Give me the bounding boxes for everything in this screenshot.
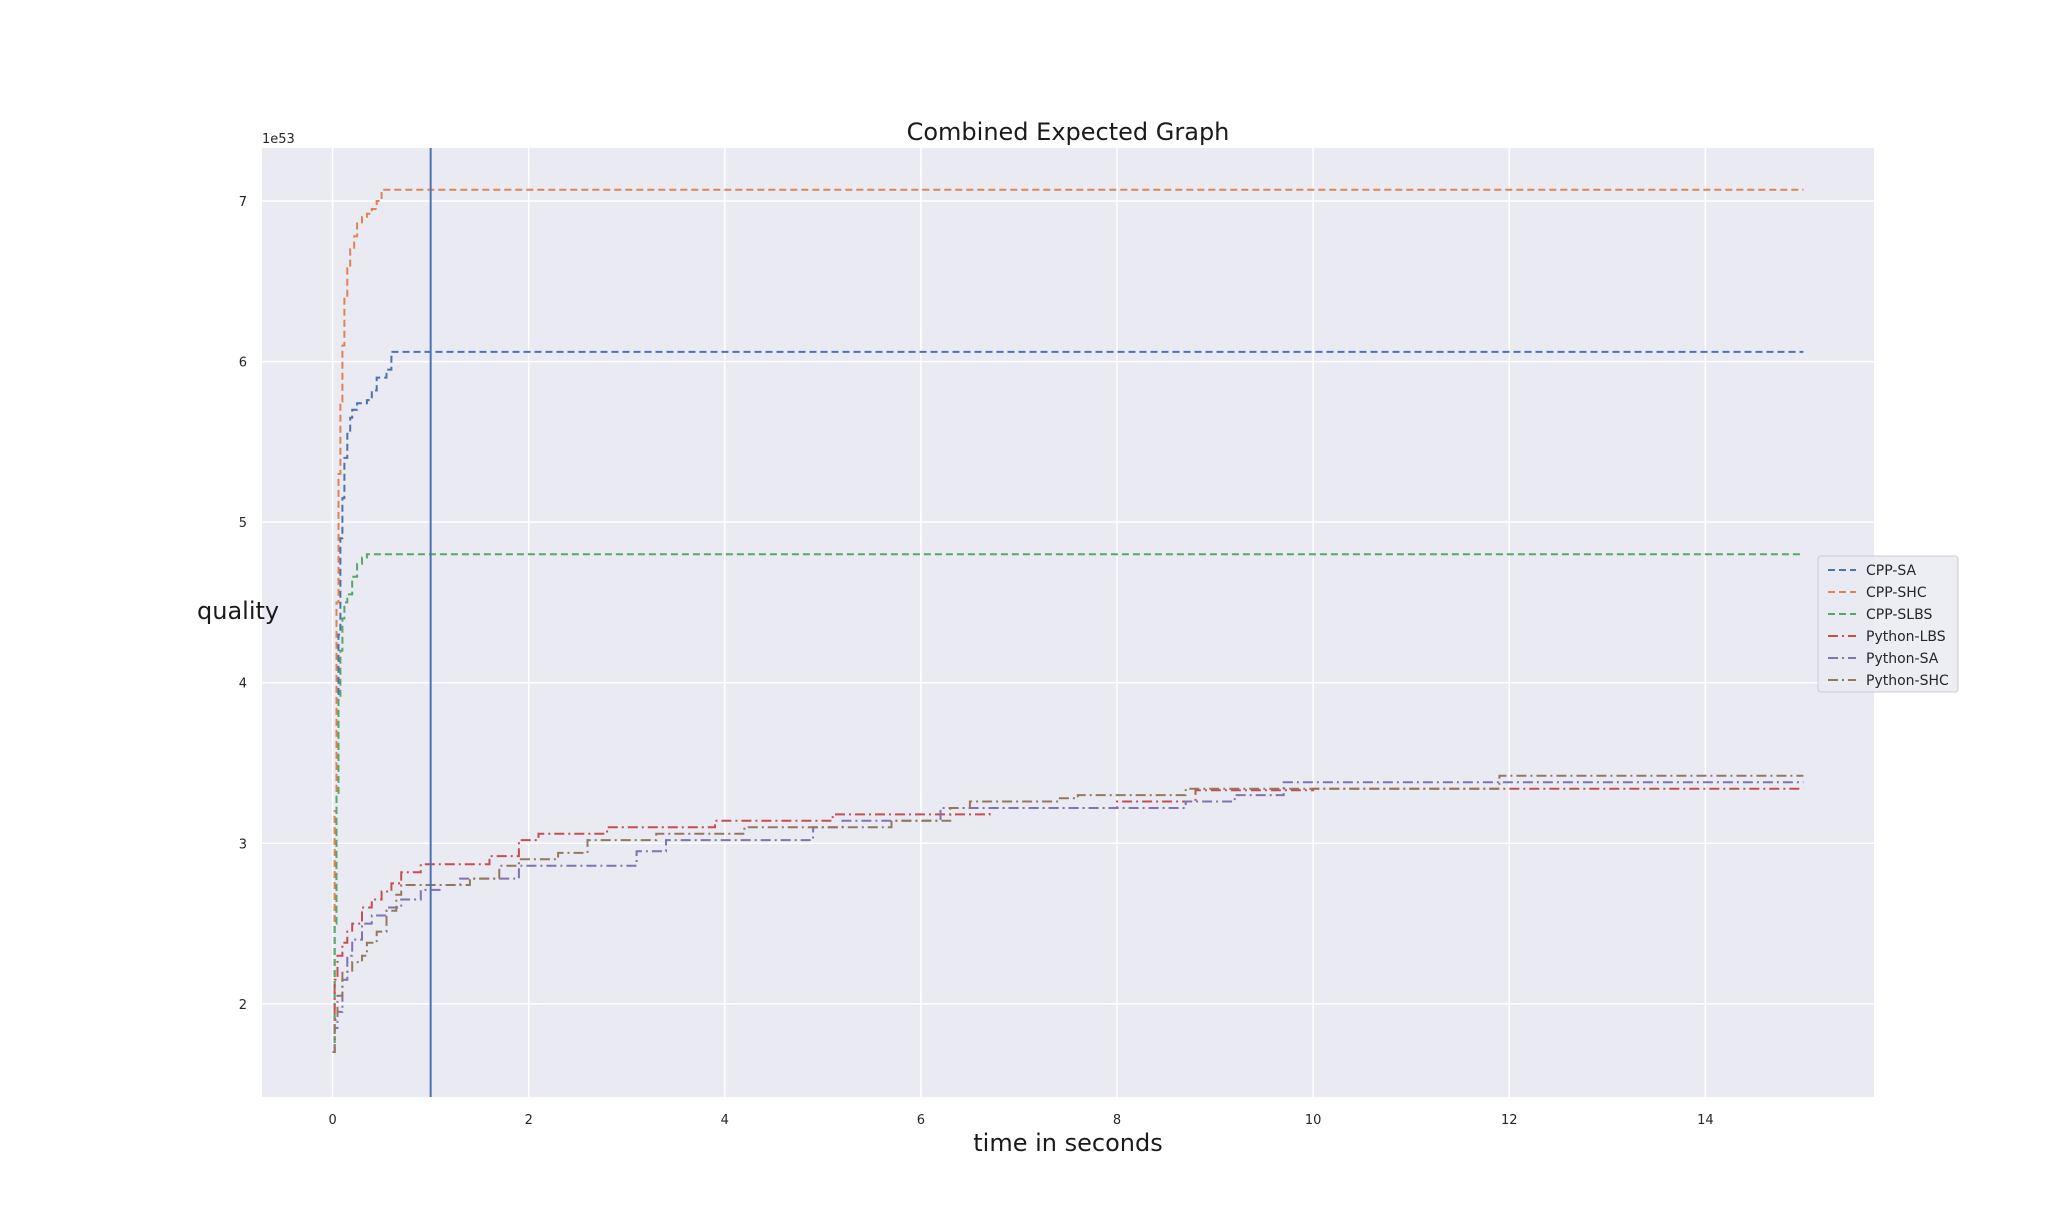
- series-line-cpp-shc: [332, 188, 1804, 1053]
- legend-label: CPP-SLBS: [1866, 607, 1932, 623]
- x-axis-title: time in seconds: [973, 1129, 1162, 1157]
- x-tick-label: 12: [1501, 1113, 1518, 1128]
- legend-label: CPP-SA: [1866, 563, 1917, 579]
- y-tick-label: 5: [239, 516, 247, 531]
- x-tick-label: 2: [525, 1113, 533, 1128]
- series-line-python-sa: [332, 781, 1804, 1053]
- tick-labels: 0 2 4 6 8 10 12 14 2 3 4 5 6 7: [239, 195, 1714, 1128]
- legend-entries: CPP-SA CPP-SHC CPP-SLBS Python-LBS Python-SA…: [1828, 563, 1949, 689]
- x-tick-label: 14: [1697, 1113, 1714, 1128]
- legend-label: Python-SHC: [1866, 673, 1949, 689]
- series-line-cpp-sa: [332, 350, 1804, 1053]
- x-tick-label: 4: [721, 1113, 729, 1128]
- grid-lines: [262, 148, 1874, 1097]
- y-tick-label: 7: [239, 195, 247, 210]
- x-tick-label: 6: [917, 1113, 925, 1128]
- series-lines: [332, 188, 1804, 1053]
- y-tick-label: 4: [239, 677, 247, 692]
- y-axis-multiplier: 1e53: [262, 132, 295, 147]
- y-tick-label: 6: [239, 356, 247, 371]
- legend-label: CPP-SHC: [1866, 585, 1927, 601]
- legend-label: Python-SA: [1866, 651, 1939, 667]
- series-line-cpp-slbs: [332, 553, 1804, 1053]
- x-tick-label: 10: [1305, 1113, 1322, 1128]
- series-line-python-shc: [332, 774, 1804, 1053]
- legend: CPP-SA CPP-SHC CPP-SLBS Python-LBS Python-SA…: [1817, 555, 1959, 693]
- chart-title: Combined Expected Graph: [907, 118, 1230, 146]
- y-tick-label: 2: [239, 998, 247, 1013]
- x-tick-label: 0: [328, 1113, 336, 1128]
- x-tick-label: 8: [1113, 1113, 1121, 1128]
- y-axis-title: quality: [197, 597, 279, 625]
- y-tick-label: 3: [239, 837, 247, 852]
- legend-label: Python-LBS: [1866, 629, 1946, 645]
- plot-area: [262, 148, 1874, 1097]
